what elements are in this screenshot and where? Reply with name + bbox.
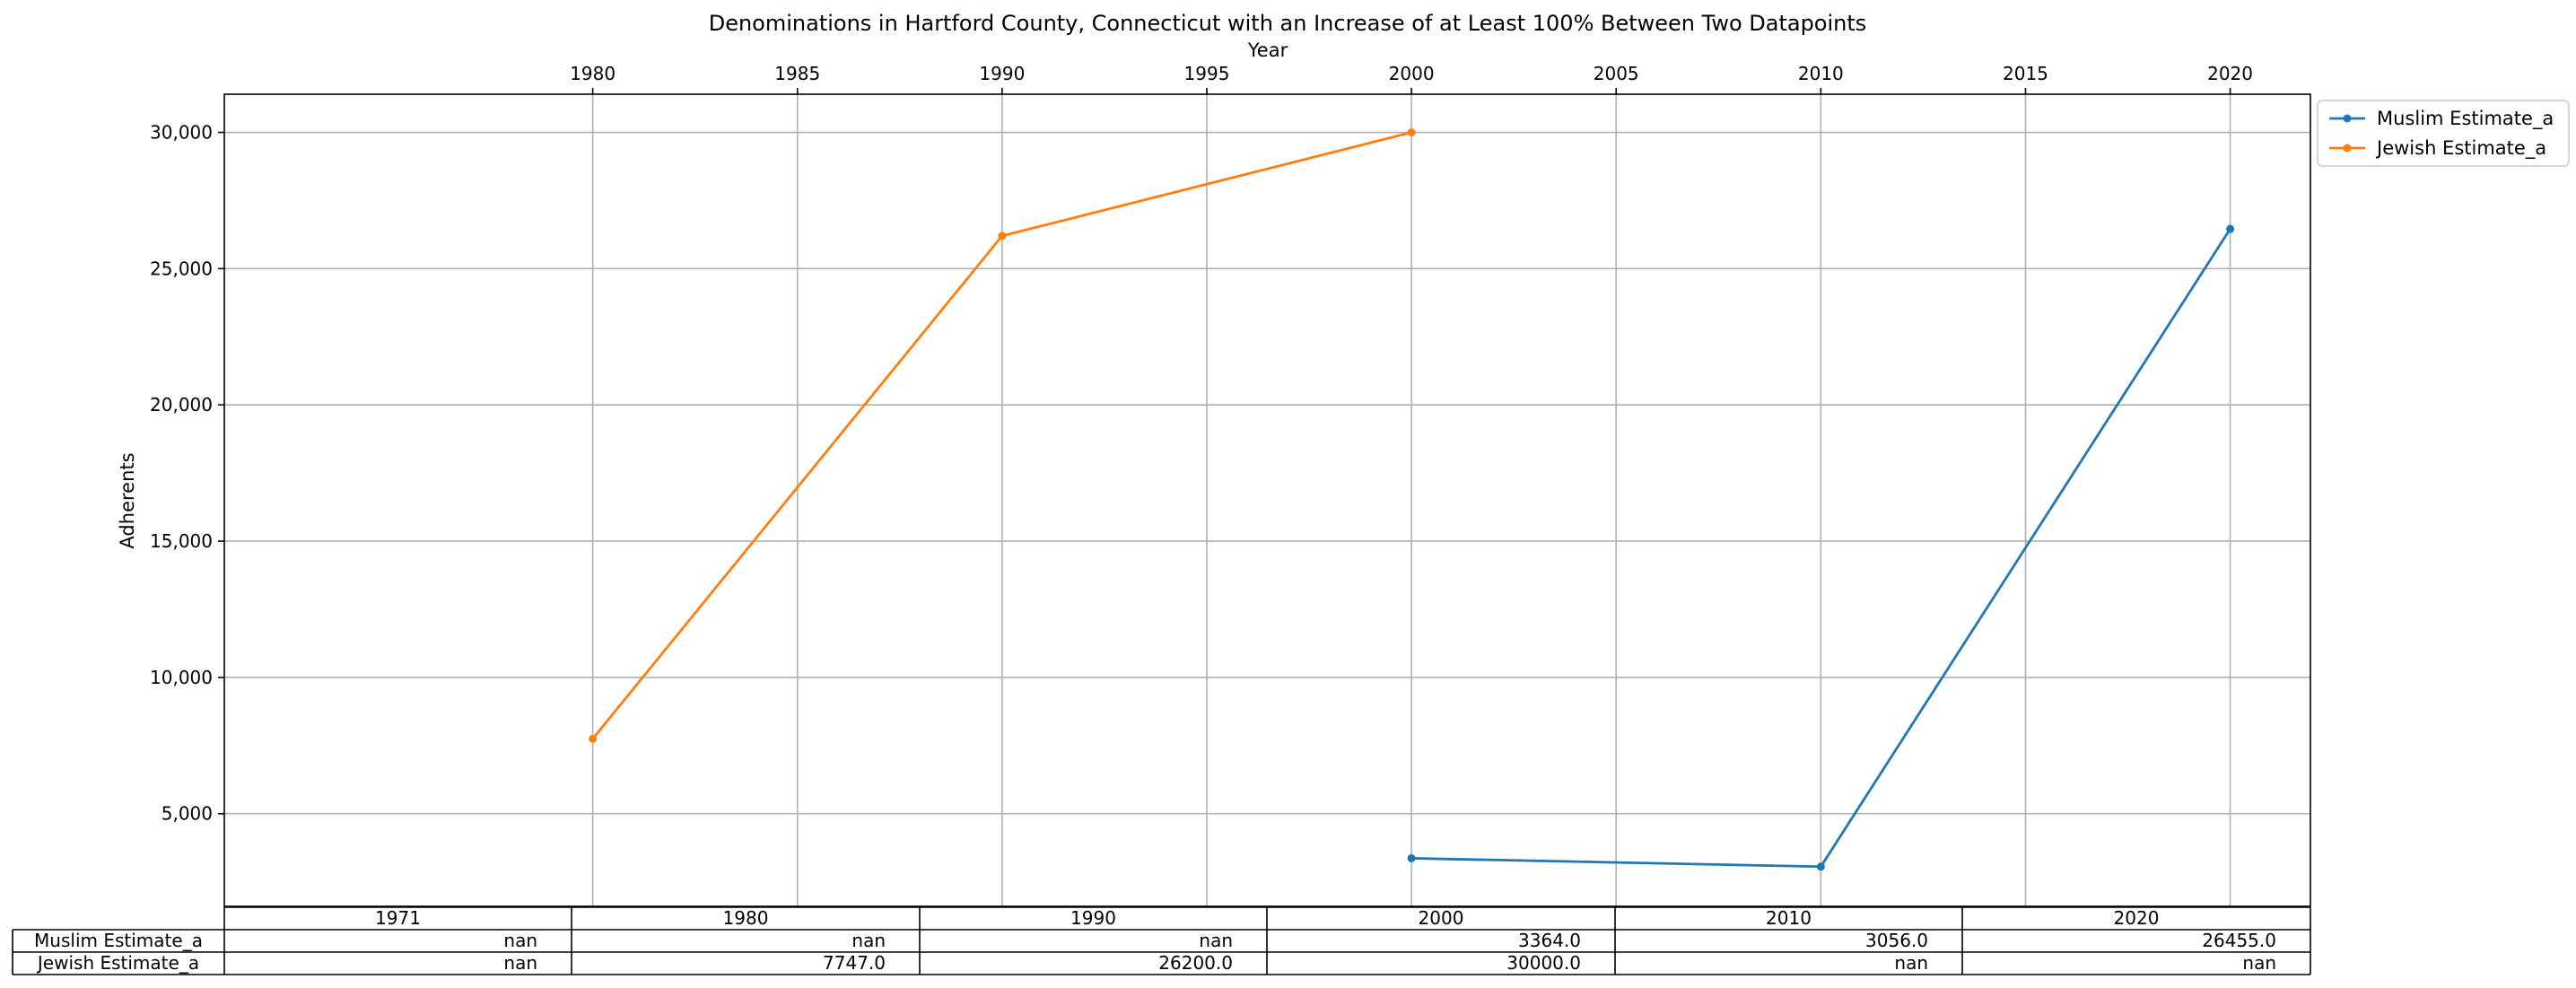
x-tick-label: 2010 xyxy=(1798,63,1844,84)
table-cell: nan xyxy=(1199,930,1233,951)
table-column-header: 2000 xyxy=(1419,907,1464,929)
y-tick-label: 25,000 xyxy=(150,258,213,279)
legend-marker-jewish xyxy=(2343,144,2352,153)
x-tick-label: 2005 xyxy=(1594,63,1639,84)
table-cell: 30000.0 xyxy=(1506,952,1581,974)
table-column-header: 1971 xyxy=(375,907,421,929)
table-row-label: Muslim Estimate_a xyxy=(34,930,203,951)
plot-frame xyxy=(223,93,2311,907)
legend: Muslim Estimate_a Jewish Estimate_a xyxy=(2317,100,2570,167)
table-cell: 3364.0 xyxy=(1518,930,1581,951)
x-tick-label: 1985 xyxy=(774,63,820,84)
x-tick-label: 1990 xyxy=(979,63,1025,84)
table-column-header: 2020 xyxy=(2114,907,2160,929)
legend-box xyxy=(2317,100,2570,167)
table-cell: nan xyxy=(2242,952,2276,974)
data-point-muslim xyxy=(2226,224,2235,233)
y-tick-label: 30,000 xyxy=(150,122,213,144)
table-cell: 3056.0 xyxy=(1865,930,1928,951)
legend-label-muslim: Muslim Estimate_a xyxy=(2377,108,2554,130)
grid xyxy=(224,94,2310,906)
x-axis-label: Year xyxy=(1247,39,1288,61)
table-column-header: 1990 xyxy=(1070,907,1116,929)
data-point-jewish xyxy=(998,232,1007,240)
y-tick-label: 10,000 xyxy=(150,667,213,688)
data-point-jewish xyxy=(589,734,598,743)
x-tick-label: 1980 xyxy=(570,63,616,84)
table-cell: 26455.0 xyxy=(2202,930,2276,951)
x-tick-label: 2020 xyxy=(2207,63,2253,84)
axis-ticks: 1980 1985 1990 1995 2000 2005 2010 2015 2020 5,00… xyxy=(150,63,2253,825)
plot-series xyxy=(589,128,2235,871)
table-cell: nan xyxy=(1894,952,1928,974)
y-tick-label: 5,000 xyxy=(162,803,213,825)
y-axis-label: Adherents xyxy=(117,452,138,548)
x-tick-label: 2015 xyxy=(2003,63,2048,84)
chart-title: Denominations in Hartford County, Connec… xyxy=(709,11,1867,36)
table-column-header: 1980 xyxy=(723,907,769,929)
legend-marker-muslim xyxy=(2343,114,2352,123)
y-tick-label: 20,000 xyxy=(150,394,213,415)
legend-label-jewish: Jewish Estimate_a xyxy=(2375,137,2546,160)
data-point-muslim xyxy=(1407,853,1416,862)
data-point-jewish xyxy=(1407,128,1416,137)
data-point-muslim xyxy=(1816,862,1825,871)
table-column-header: 2010 xyxy=(1766,907,1812,929)
table-cell: nan xyxy=(503,952,537,974)
x-tick-label: 2000 xyxy=(1389,63,1435,84)
x-tick-label: 1995 xyxy=(1184,63,1230,84)
table-cell: nan xyxy=(851,930,886,951)
table-cell: 26200.0 xyxy=(1158,952,1233,974)
table-cell: 7747.0 xyxy=(823,952,886,974)
table-cell: nan xyxy=(503,930,537,951)
table-row-label: Jewish Estimate_a xyxy=(36,952,199,974)
y-tick-label: 15,000 xyxy=(150,530,213,552)
data-table: 1971 1980 1990 2000 2010 2020 Muslim Estimate_… xyxy=(12,906,2311,975)
